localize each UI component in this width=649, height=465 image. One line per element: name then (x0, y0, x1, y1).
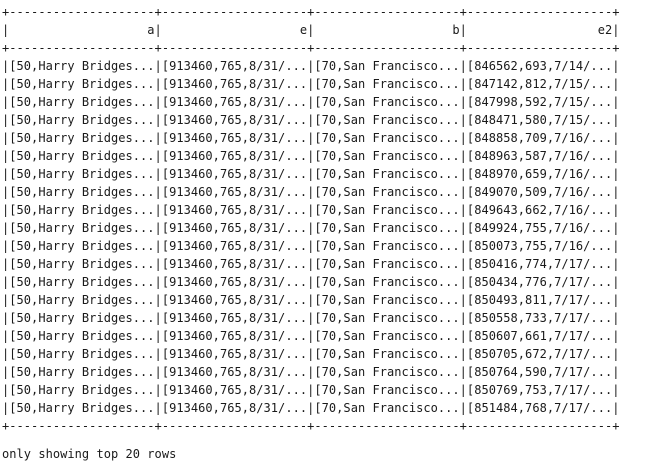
table-border-header: +--------------------+------------------… (2, 41, 620, 55)
table-row: |[50,Harry Bridges...|[913460,765,8/31/.… (2, 311, 620, 325)
table-row: |[50,Harry Bridges...|[913460,765,8/31/.… (2, 275, 620, 289)
table-row: |[50,Harry Bridges...|[913460,765,8/31/.… (2, 113, 620, 127)
table-row: |[50,Harry Bridges...|[913460,765,8/31/.… (2, 293, 620, 307)
table-row: |[50,Harry Bridges...|[913460,765,8/31/.… (2, 347, 620, 361)
table-row: |[50,Harry Bridges...|[913460,765,8/31/.… (2, 149, 620, 163)
table-row: |[50,Harry Bridges...|[913460,765,8/31/.… (2, 329, 620, 343)
table-row: |[50,Harry Bridges...|[913460,765,8/31/.… (2, 203, 620, 217)
table-row: |[50,Harry Bridges...|[913460,765,8/31/.… (2, 365, 620, 379)
row-count-notice: only showing top 20 rows (2, 447, 177, 461)
table-header-row: | a| e| b| e2| (2, 23, 620, 37)
table-row: |[50,Harry Bridges...|[913460,765,8/31/.… (2, 167, 620, 181)
table-row: |[50,Harry Bridges...|[913460,765,8/31/.… (2, 95, 620, 109)
table-border-top: +--------------------+------------------… (2, 5, 620, 19)
table-row: |[50,Harry Bridges...|[913460,765,8/31/.… (2, 257, 620, 271)
table-row: |[50,Harry Bridges...|[913460,765,8/31/.… (2, 221, 620, 235)
table-row: |[50,Harry Bridges...|[913460,765,8/31/.… (2, 185, 620, 199)
table-row: |[50,Harry Bridges...|[913460,765,8/31/.… (2, 401, 620, 415)
table-row: |[50,Harry Bridges...|[913460,765,8/31/.… (2, 77, 620, 91)
table-row: |[50,Harry Bridges...|[913460,765,8/31/.… (2, 131, 620, 145)
table-border-bottom: +--------------------+------------------… (2, 419, 620, 433)
table-row: |[50,Harry Bridges...|[913460,765,8/31/.… (2, 239, 620, 253)
table-row: |[50,Harry Bridges...|[913460,765,8/31/.… (2, 383, 620, 397)
table-row: |[50,Harry Bridges...|[913460,765,8/31/.… (2, 59, 620, 73)
